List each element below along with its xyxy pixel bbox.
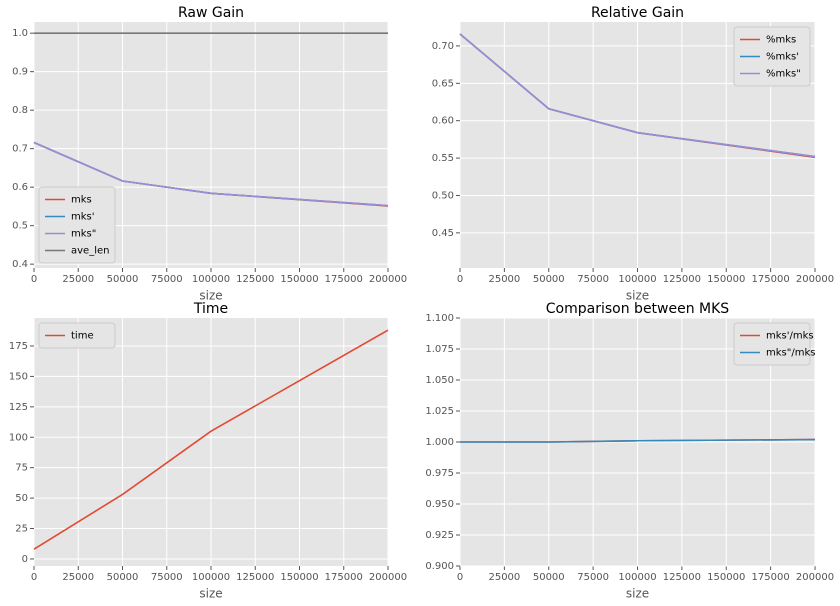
- y-tick-label: 50: [15, 493, 28, 504]
- legend-label: %mks: [766, 35, 796, 46]
- legend-label: mks": [71, 229, 96, 240]
- y-tick-label: 0: [22, 554, 28, 565]
- series-line: [33, 141, 389, 207]
- y-tick-label: 1.025: [425, 406, 454, 417]
- y-tick-label: 0.50: [432, 190, 454, 201]
- x-tick-label: 125000: [663, 274, 701, 285]
- x-tick-label: 75000: [151, 572, 183, 583]
- x-tick-label: 100000: [192, 572, 230, 583]
- y-tick-label: 0.45: [432, 228, 454, 239]
- x-tick-label: 25000: [62, 274, 94, 285]
- legend-box: [733, 26, 811, 87]
- x-axis-label: size: [626, 587, 649, 601]
- x-tick-label: 100000: [618, 274, 656, 285]
- y-tick-label: 0.9: [12, 67, 28, 78]
- series-line: [460, 438, 816, 443]
- x-tick-label: 200000: [369, 572, 407, 583]
- x-tick-label: 50000: [107, 572, 139, 583]
- x-axis-label: size: [199, 587, 222, 601]
- legend-box: [733, 322, 811, 366]
- y-tick-label: 0.900: [425, 561, 454, 572]
- chart-title: Time: [193, 301, 228, 317]
- x-tick-label: 75000: [577, 274, 609, 285]
- x-tick-label: 100000: [192, 274, 230, 285]
- x-tick-label: 25000: [488, 274, 520, 285]
- y-tick-label: 1.050: [425, 375, 454, 386]
- x-tick-label: 50000: [533, 274, 565, 285]
- y-tick-label: 0.65: [432, 78, 454, 89]
- chart-title: Raw Gain: [178, 5, 244, 21]
- x-tick-label: 50000: [533, 572, 565, 583]
- x-tick-label: 50000: [107, 274, 139, 285]
- x-tick-label: 0: [31, 572, 37, 583]
- y-tick-label: 125: [9, 402, 28, 413]
- y-tick-label: 1.000: [425, 437, 454, 448]
- y-tick-label: 0.70: [432, 41, 454, 52]
- x-tick-label: 150000: [707, 274, 745, 285]
- x-tick-label: 100000: [618, 572, 656, 583]
- legend-label: mks': [71, 212, 95, 223]
- chart-title: Comparison between MKS: [546, 301, 730, 317]
- legend-label: mks'/mks: [766, 331, 814, 342]
- chart-title: Relative Gain: [591, 5, 684, 21]
- y-tick-label: 0.55: [432, 153, 454, 164]
- y-tick-label: 1.075: [425, 344, 454, 355]
- legend-label: mks"/mks: [766, 348, 815, 359]
- legend-label: time: [71, 331, 94, 342]
- x-tick-label: 150000: [707, 572, 745, 583]
- x-tick-label: 125000: [236, 572, 274, 583]
- x-tick-label: 75000: [577, 572, 609, 583]
- legend-label: %mks': [766, 52, 799, 63]
- y-tick-label: 150: [9, 371, 28, 382]
- y-tick-label: 0.950: [425, 499, 454, 510]
- x-tick-label: 150000: [280, 274, 318, 285]
- x-tick-label: 125000: [663, 572, 701, 583]
- y-tick-label: 0.6: [12, 182, 28, 193]
- x-tick-label: 0: [457, 274, 463, 285]
- y-tick-label: 100: [9, 432, 28, 443]
- x-tick-label: 0: [31, 274, 37, 285]
- x-tick-label: 175000: [325, 274, 363, 285]
- x-tick-label: 125000: [236, 274, 274, 285]
- legend-box: [38, 322, 116, 349]
- y-tick-label: 0.8: [12, 105, 28, 116]
- y-tick-label: 0.925: [425, 530, 454, 541]
- y-tick-label: 0.7: [12, 144, 28, 155]
- series-line: [33, 329, 389, 550]
- x-tick-label: 175000: [752, 572, 790, 583]
- y-tick-label: 75: [15, 463, 28, 474]
- y-tick-label: 0.5: [12, 221, 28, 232]
- x-tick-label: 175000: [752, 274, 790, 285]
- y-tick-label: 0.60: [432, 116, 454, 127]
- y-tick-label: 0.975: [425, 468, 454, 479]
- legend-box: [38, 186, 116, 264]
- legend-label: %mks": [766, 69, 801, 80]
- x-tick-label: 150000: [280, 572, 318, 583]
- legend-label: mks: [71, 195, 92, 206]
- x-axis-label: size: [199, 289, 222, 303]
- x-axis-label: size: [626, 289, 649, 303]
- y-tick-label: 0.4: [12, 259, 28, 270]
- y-tick-label: 1.0: [12, 28, 28, 39]
- x-tick-label: 200000: [796, 274, 834, 285]
- x-tick-label: 75000: [151, 274, 183, 285]
- x-tick-label: 25000: [488, 572, 520, 583]
- x-tick-label: 175000: [325, 572, 363, 583]
- y-tick-label: 1.100: [425, 313, 454, 324]
- y-tick-label: 175: [9, 341, 28, 352]
- series-line: [459, 33, 816, 158]
- x-tick-label: 200000: [369, 274, 407, 285]
- y-tick-label: 25: [15, 524, 28, 535]
- x-tick-label: 200000: [796, 572, 834, 583]
- x-tick-label: 25000: [62, 572, 94, 583]
- x-tick-label: 0: [457, 572, 463, 583]
- legend-label: ave_len: [71, 246, 109, 257]
